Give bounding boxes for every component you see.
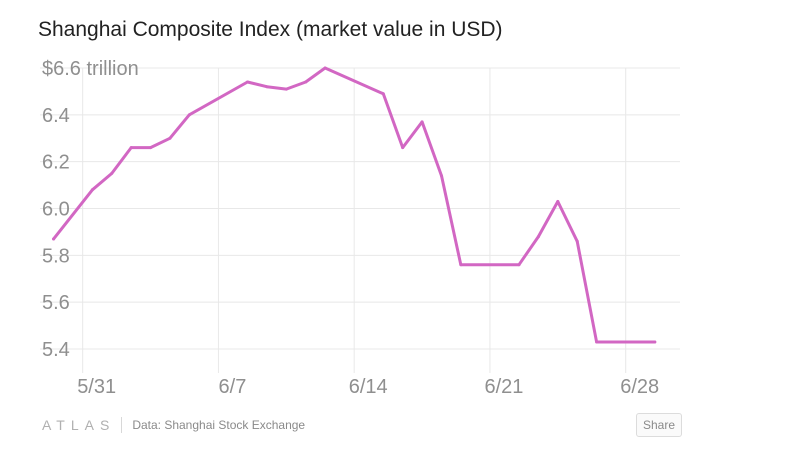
share-button[interactable]: Share xyxy=(636,413,682,437)
y-tick-label: 5.4 xyxy=(42,339,70,361)
data-point[interactable] xyxy=(187,113,191,117)
x-tick-label: 6/14 xyxy=(349,376,388,398)
y-tick-label: $6.6 trillion xyxy=(42,58,139,80)
data-point[interactable] xyxy=(595,340,599,344)
x-tick-label: 6/21 xyxy=(484,376,523,398)
y-tick-label: 6.4 xyxy=(42,105,70,127)
x-tick-labels: 5/31 6/7 6/14 6/21 6/28 xyxy=(77,376,659,398)
data-point[interactable] xyxy=(439,174,443,178)
grid-layer xyxy=(40,67,680,373)
data-point[interactable] xyxy=(323,66,327,70)
data-point[interactable] xyxy=(284,87,288,91)
x-tick-label: 5/31 xyxy=(77,376,116,398)
data-point[interactable] xyxy=(246,80,250,84)
data-source: Data: Shanghai Stock Exchange xyxy=(132,418,306,432)
chart-footer: ATLAS Data: Shanghai Stock Exchange xyxy=(42,412,305,438)
y-tick-label: 6.0 xyxy=(42,199,70,221)
data-point[interactable] xyxy=(90,188,94,192)
x-tick-label: 6/28 xyxy=(620,376,659,398)
series-layer xyxy=(52,66,657,344)
data-point[interactable] xyxy=(304,80,308,84)
y-tick-label: 6.2 xyxy=(42,152,70,174)
data-point[interactable] xyxy=(381,92,385,96)
y-tick-label: 5.6 xyxy=(42,292,70,314)
data-point[interactable] xyxy=(459,263,463,267)
data-point[interactable] xyxy=(168,136,172,140)
data-point[interactable] xyxy=(536,235,540,239)
footer-divider xyxy=(121,417,123,433)
atlas-logo[interactable]: ATLAS xyxy=(42,417,116,433)
data-point[interactable] xyxy=(401,146,405,150)
data-point[interactable] xyxy=(110,171,114,175)
data-point[interactable] xyxy=(517,263,521,267)
y-tick-labels: 5.4 5.6 5.8 6.0 6.2 6.4 $6.6 trillion xyxy=(42,58,139,361)
data-point[interactable] xyxy=(420,120,424,124)
chart-title: Shanghai Composite Index (market value i… xyxy=(38,18,503,41)
x-tick-label: 6/7 xyxy=(219,376,247,398)
data-point[interactable] xyxy=(129,146,133,150)
data-point[interactable] xyxy=(575,239,579,243)
data-point[interactable] xyxy=(556,199,560,203)
data-point[interactable] xyxy=(653,340,657,344)
data-point[interactable] xyxy=(149,146,153,150)
data-point[interactable] xyxy=(52,237,56,241)
y-tick-label: 5.8 xyxy=(42,245,70,267)
data-point[interactable] xyxy=(265,85,269,89)
